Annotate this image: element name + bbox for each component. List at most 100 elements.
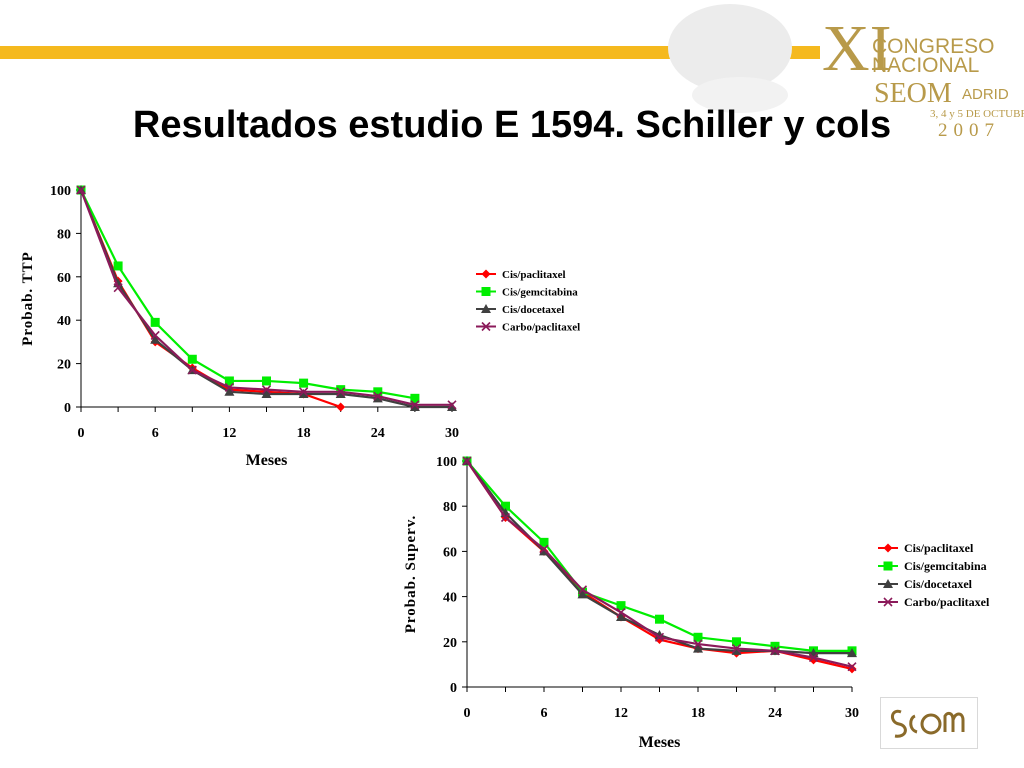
data-point <box>76 185 86 195</box>
data-point <box>655 614 664 624</box>
legend-marker <box>481 269 491 279</box>
data-point <box>409 402 420 411</box>
logo-city: ADRID <box>962 86 1009 103</box>
data-point <box>462 456 472 466</box>
y-axis-label: Probab. Superv. <box>403 515 419 634</box>
data-point <box>616 611 626 621</box>
series-line <box>80 189 416 400</box>
data-point <box>372 393 383 403</box>
data-point <box>501 501 510 511</box>
microscope-watermark <box>668 4 792 92</box>
y-tick-label: 60 <box>443 545 457 560</box>
legend-marker <box>481 304 491 313</box>
data-point <box>299 378 309 388</box>
logo-line2: NACIONAL <box>872 54 979 77</box>
x-tick-label: 12 <box>222 426 236 441</box>
legend: Cis/paclitaxel Cis/gemcitabina Cis/docetax… <box>878 541 990 609</box>
series-2 <box>76 185 420 403</box>
data-point <box>539 537 549 547</box>
data-point <box>577 589 588 599</box>
y-tick-label: 0 <box>450 681 457 696</box>
series-4 <box>76 185 457 410</box>
series-line <box>79 189 452 409</box>
accent-bar <box>0 46 820 59</box>
y-tick-label: 100 <box>50 184 71 199</box>
data-point <box>150 334 161 344</box>
data-point <box>187 365 197 375</box>
data-point <box>224 382 234 393</box>
y-tick-label: 40 <box>443 591 457 606</box>
legend-marker <box>883 543 893 553</box>
data-point <box>261 385 272 395</box>
legend: Cis/paclitaxel Cis/gemcitabina Cis/docetax… <box>476 269 580 334</box>
series-line <box>466 460 852 655</box>
x-tick-label: 24 <box>371 426 385 441</box>
ttp-chart: 0 20 40 60 80 100 0 6 12 18 24 30 Meses Probab. TTP Ci… <box>20 184 580 469</box>
data-point <box>410 393 420 403</box>
data-point <box>150 330 160 340</box>
logo-year: 2007 <box>938 120 1000 141</box>
logo-dates: 3, 4 y 5 DE OCTUBRE <box>930 108 1024 120</box>
legend-marker <box>883 579 893 588</box>
legend-marker <box>883 561 893 571</box>
data-point <box>447 402 457 411</box>
data-point <box>298 388 309 398</box>
legend-marker <box>883 597 893 607</box>
data-point <box>731 645 742 655</box>
y-tick-label: 100 <box>436 455 457 470</box>
legend-label: Carbo/paclitaxel <box>502 322 580 334</box>
y-tick-label: 20 <box>57 358 71 373</box>
series-4 <box>462 456 857 672</box>
data-point <box>847 662 857 672</box>
data-point <box>693 632 703 642</box>
x-tick-label: 30 <box>445 426 459 441</box>
data-point <box>539 544 549 554</box>
data-point <box>654 632 665 642</box>
y-tick-label: 60 <box>57 271 71 286</box>
data-point <box>335 388 346 398</box>
data-point <box>447 400 457 410</box>
y-tick-label: 0 <box>64 401 71 416</box>
x-tick-label: 0 <box>464 706 471 721</box>
data-point <box>336 402 346 412</box>
data-point <box>693 639 703 649</box>
legend-label: Cis/docetaxel <box>904 577 973 591</box>
y-tick-label: 80 <box>443 500 457 515</box>
data-point <box>113 261 123 271</box>
legend-label: Cis/gemcitabina <box>502 287 578 299</box>
legend-label: Cis/paclitaxel <box>502 269 566 281</box>
x-tick-label: 0 <box>78 426 85 441</box>
data-point <box>655 635 664 645</box>
data-point <box>808 653 819 663</box>
slide-title: Resultados estudio E 1594. Schiller y co… <box>132 104 892 146</box>
logo-line1: CONGRESO <box>872 35 995 58</box>
data-point <box>500 512 511 523</box>
data-point <box>731 644 742 654</box>
series-line <box>79 189 342 409</box>
x-tick-label: 6 <box>541 706 548 721</box>
legend-marker <box>481 287 491 296</box>
data-point <box>616 607 626 617</box>
data-point <box>693 643 703 653</box>
data-point <box>261 388 272 398</box>
data-point <box>770 646 780 656</box>
legend-label: Cis/docetaxel <box>502 304 564 316</box>
x-axis-label: Meses <box>246 452 288 469</box>
data-point <box>577 585 588 595</box>
logo-brand: SEOM <box>874 78 952 109</box>
data-point <box>373 387 383 397</box>
series-1 <box>462 456 857 674</box>
data-point <box>224 386 235 396</box>
y-axis-label: Probab. TTP <box>20 251 36 346</box>
data-point <box>299 387 309 397</box>
x-tick-label: 30 <box>845 706 859 721</box>
legend-label: Carbo/paclitaxel <box>904 595 990 609</box>
legend-label: Cis/paclitaxel <box>904 541 974 555</box>
x-tick-label: 24 <box>768 706 782 721</box>
data-point <box>847 664 857 674</box>
y-tick-label: 20 <box>443 636 457 651</box>
y-tick-label: 40 <box>57 314 71 329</box>
data-point <box>113 283 123 293</box>
x-tick-label: 18 <box>691 706 705 721</box>
seom-footer-logo <box>880 697 978 749</box>
